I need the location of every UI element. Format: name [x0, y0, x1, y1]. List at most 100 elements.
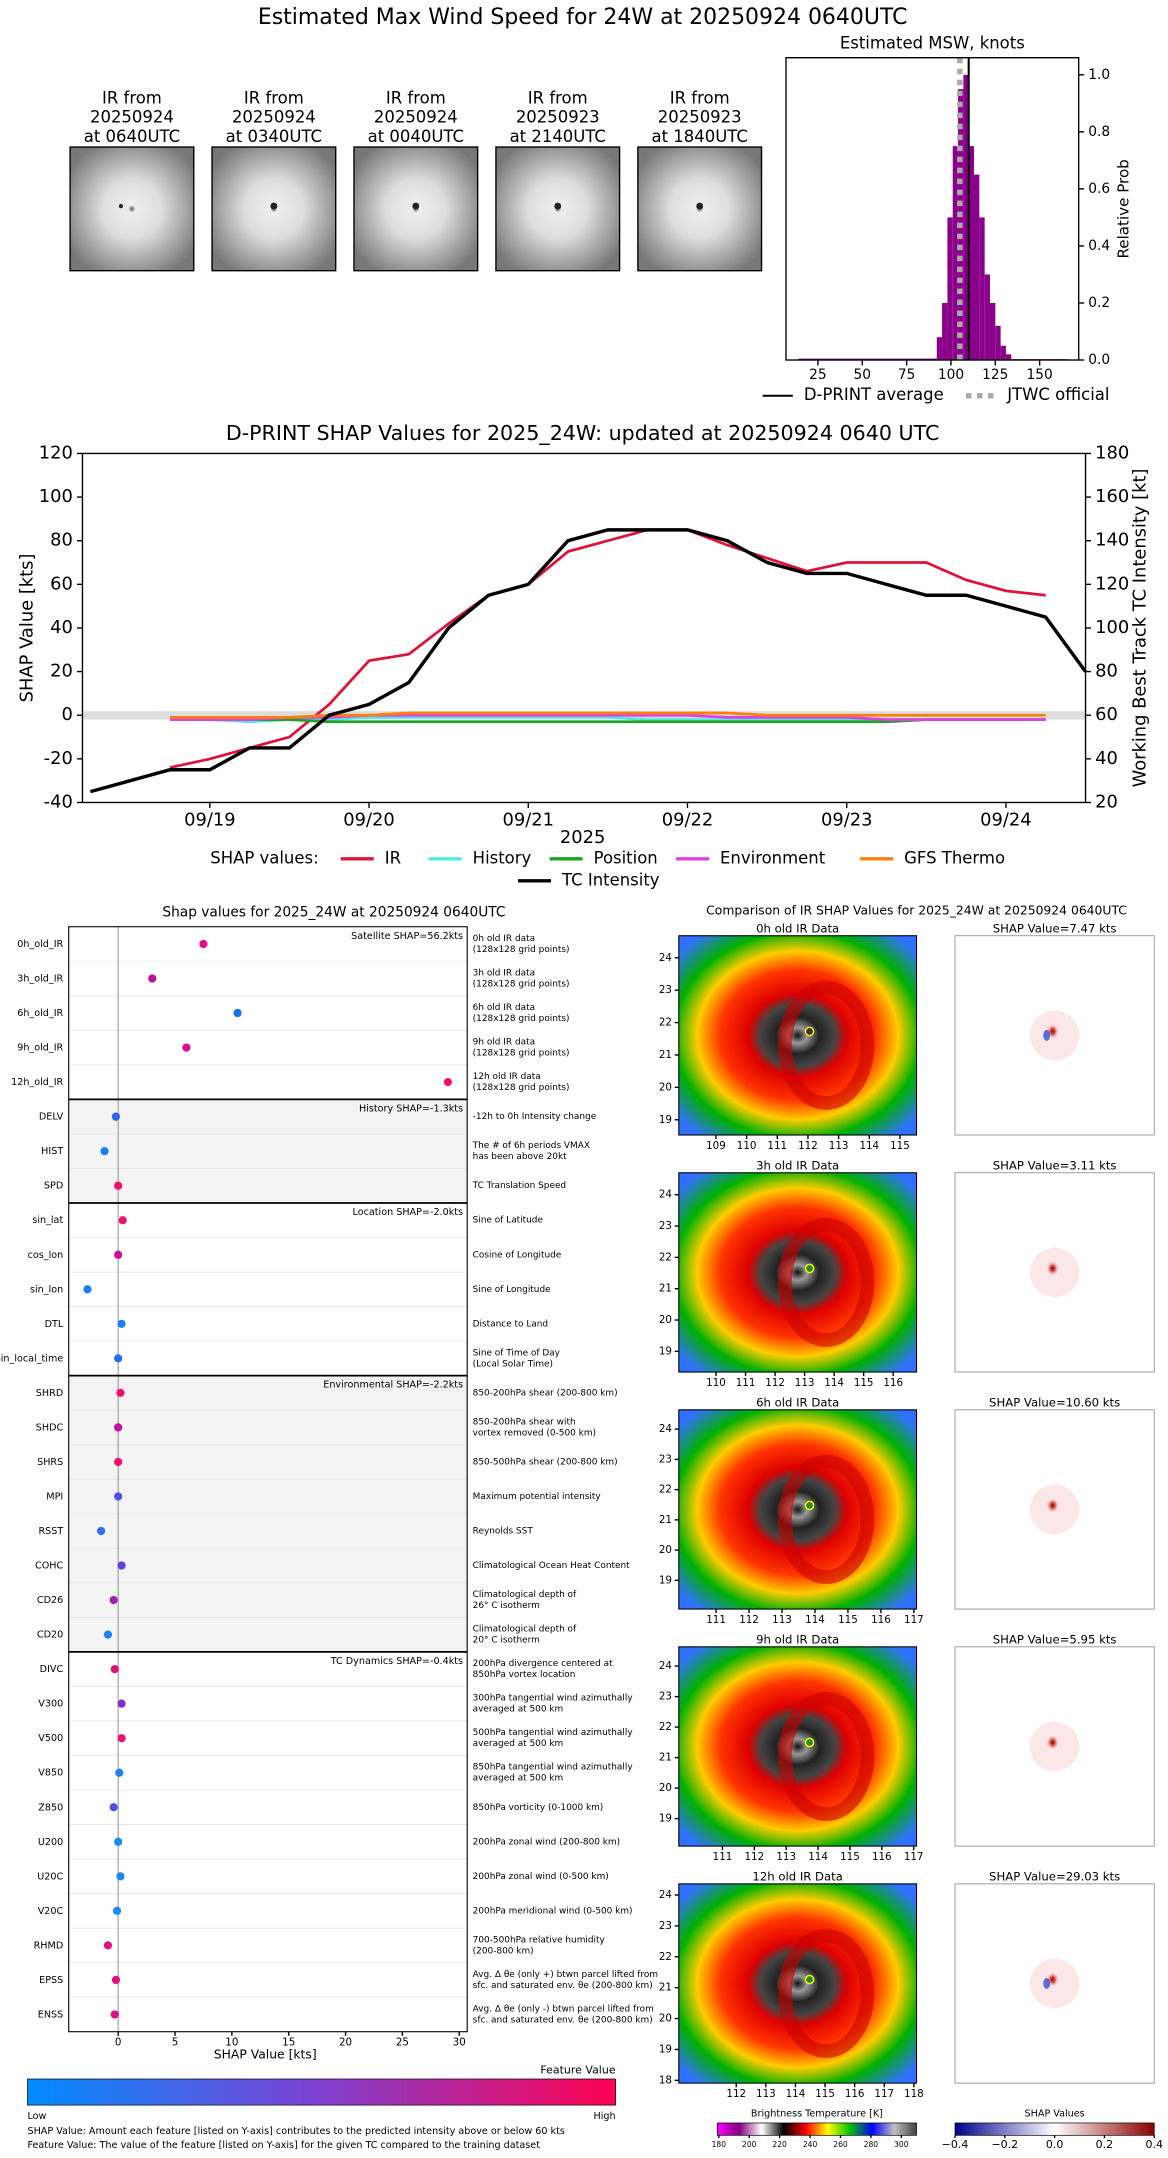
lat-tick-label: 20	[659, 1782, 672, 1794]
x-axis-label: SHAP Value [kts]	[214, 2048, 317, 2062]
x-tick-label: 25	[809, 367, 826, 383]
lat-tick-label: 19	[659, 1345, 672, 1357]
thumbnail-eye	[412, 202, 420, 210]
feature-label: ENSS	[38, 2009, 63, 2020]
y2-tick-label: 160	[1095, 486, 1129, 507]
histogram-bar	[963, 74, 969, 361]
y-tick-label: 0	[61, 704, 72, 725]
colorbar-low: Low	[27, 2111, 46, 2122]
colorbar-tick-label: −0.4	[942, 2138, 969, 2151]
y2-tick-label: 80	[1095, 661, 1118, 682]
shap-dot	[148, 974, 157, 983]
feature-description: 700-500hPa relative humidity	[473, 1935, 606, 1945]
ir-map-title: 12h old IR Data	[752, 1869, 842, 1883]
lon-tick-label: 115	[815, 2088, 835, 2100]
lon-tick-label: 111	[736, 1377, 756, 1389]
feature-label: 0h_old_IR	[17, 939, 63, 950]
lon-tick-label: 116	[883, 1377, 903, 1389]
shap-dot	[117, 1319, 126, 1328]
feature-label: SHRD	[36, 1388, 63, 1399]
shap-map-title: SHAP Value=10.60 kts	[989, 1395, 1120, 1409]
thumbnail-label: at 2140UTC	[510, 127, 606, 146]
shap-negative	[1043, 1977, 1051, 1989]
lon-tick-label: 114	[808, 1851, 828, 1863]
colorbar-tick-label: 0.4	[1146, 2138, 1163, 2151]
shap-dot	[233, 1008, 242, 1018]
lat-tick-label: 22	[659, 1721, 672, 1733]
feature-description: 0h old IR data	[473, 934, 535, 944]
lat-tick-label: 23	[659, 1920, 672, 1932]
colorbar-tick-label: 220	[772, 2140, 787, 2149]
group-label: Environmental SHAP=-2.2kts	[323, 1380, 463, 1391]
thumbnail-label: IR from	[528, 88, 588, 107]
histogram-bar	[952, 146, 959, 361]
shap-dot	[114, 1492, 123, 1501]
series-line	[169, 718, 1046, 724]
lat-tick-label: 20	[659, 1081, 672, 1093]
lon-tick-label: 109	[706, 1140, 726, 1152]
thumbnail-label: IR from	[244, 88, 304, 107]
shap-dot	[114, 1457, 123, 1467]
lon-tick-label: 115	[854, 1377, 874, 1389]
lat-tick-label: 22	[659, 1484, 672, 1496]
y2-tick-label: 180	[1095, 442, 1129, 463]
lon-tick-label: 111	[713, 1851, 733, 1863]
panel-title: Comparison of IR SHAP Values for 2025_24…	[706, 904, 1127, 918]
group-shade	[68, 1099, 468, 1203]
thumbnail-label: 20250924	[90, 108, 174, 127]
shap-map-title: SHAP Value=5.95 kts	[993, 1632, 1117, 1646]
colorbar-tick-label: 280	[864, 2140, 879, 2149]
y2-tick-label: 0.6	[1088, 181, 1110, 197]
feature-description: averaged at 500 km	[473, 1774, 564, 1784]
shap-dot	[112, 1906, 122, 1915]
feature-description: 850-200hPa shear (200-800 km)	[473, 1388, 618, 1398]
shap-dot	[110, 2010, 119, 2019]
thumbnail-label: 20250923	[516, 108, 600, 127]
lat-tick-label: 20	[659, 1544, 672, 1556]
x-tick-label: 09/20	[343, 809, 394, 830]
colorbar-title: Brightness Temperature [K]	[751, 2108, 883, 2119]
lon-tick-label: 111	[767, 1140, 787, 1152]
shap-dot	[114, 1837, 123, 1846]
colorbar-tick-label: 240	[803, 2140, 818, 2149]
feature-label: Z850	[38, 1802, 63, 1813]
feature-description: TC Translation Speed	[472, 1181, 566, 1191]
chart-title: Shap values for 2025_24W at 20250924 064…	[162, 904, 505, 920]
histogram-bar	[1000, 345, 1006, 361]
thumbnail-label: 20250924	[374, 108, 458, 127]
lat-tick-label: 21	[659, 1982, 672, 1994]
ir-rainband	[778, 1928, 875, 2059]
feature-description: 200hPa zonal wind (0-500 km)	[473, 1872, 609, 1882]
feature-label: V300	[38, 1699, 63, 1710]
x-axis-label: 2025	[560, 827, 605, 848]
x-tick-label: 50	[854, 367, 871, 383]
x-tick-label: 100	[938, 367, 964, 383]
group-label: Satellite SHAP=56.2kts	[351, 931, 463, 942]
feature-label: SHDC	[36, 1422, 64, 1433]
y2-tick-label: 0.0	[1088, 352, 1110, 368]
legend-label: IR	[385, 848, 401, 867]
lat-tick-label: 23	[659, 1220, 672, 1232]
thumbnail-label: 20250924	[232, 108, 316, 127]
ir-rainband	[778, 1691, 875, 1822]
lon-tick-label: 114	[824, 1377, 844, 1389]
x-tick-label: 09/24	[980, 809, 1031, 830]
legend-label: GFS Thermo	[904, 848, 1005, 867]
group-label: Location SHAP=-2.0kts	[353, 1207, 464, 1218]
lat-tick-label: 24	[659, 1189, 672, 1201]
lon-tick-label: 112	[739, 1614, 759, 1626]
feature-label: COHC	[35, 1561, 63, 1572]
feature-description: vortex removed (0-500 km)	[473, 1428, 596, 1438]
y-tick-label: 100	[39, 486, 73, 507]
feature-description: Climatological depth of	[473, 1625, 577, 1635]
x-tick-label: 0	[115, 2037, 122, 2049]
ir-map	[678, 1409, 918, 1610]
lat-tick-label: 19	[659, 1813, 672, 1825]
feature-label: HIST	[41, 1146, 63, 1157]
lon-tick-label: 112	[798, 1140, 818, 1152]
x-tick-label: 15	[282, 2037, 295, 2049]
feature-description: 20° C isotherm	[473, 1636, 540, 1646]
shap-dot	[116, 1872, 125, 1881]
feature-description: 850hPa vorticity (0-1000 km)	[473, 1803, 604, 1813]
shap-dot	[115, 1768, 124, 1777]
